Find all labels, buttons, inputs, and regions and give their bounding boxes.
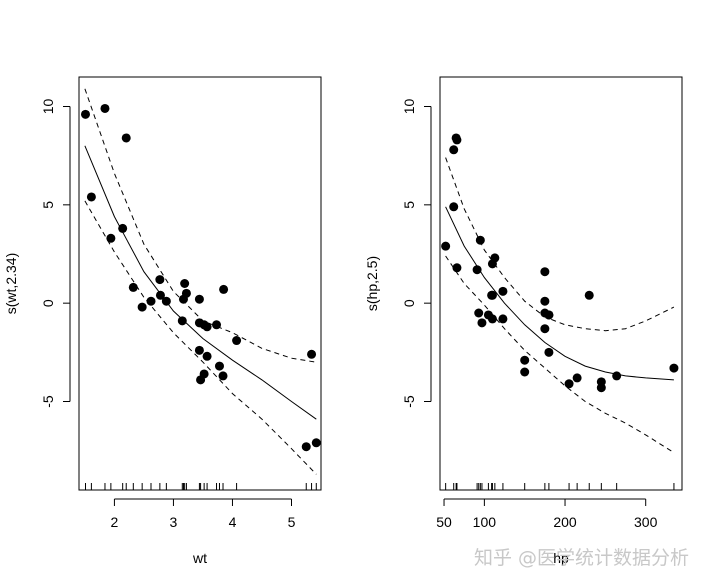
data-point	[544, 347, 554, 357]
data-point	[80, 109, 90, 119]
data-points	[80, 103, 321, 452]
y-tick-label: 0	[401, 299, 417, 307]
data-point	[118, 223, 128, 233]
y-axis-label: s(hp,2.5)	[364, 256, 380, 311]
y-tick-label: 5	[40, 201, 56, 209]
y-tick-label: -5	[401, 395, 417, 408]
data-point	[612, 371, 622, 381]
data-point	[219, 284, 229, 294]
data-point	[540, 296, 550, 306]
data-points	[441, 133, 679, 393]
data-point	[311, 438, 321, 448]
data-point	[86, 192, 96, 202]
data-point	[146, 296, 156, 306]
y-axis-label: s(wt,2.34)	[3, 253, 19, 314]
x-axis: 2 3 4 5	[111, 498, 296, 530]
watermark: 知乎 @医学统计数据分析	[474, 547, 690, 569]
data-point	[194, 345, 204, 355]
data-point	[520, 367, 530, 377]
x-tick-label: 4	[229, 514, 237, 530]
data-point	[155, 275, 165, 285]
data-point	[487, 290, 497, 300]
x-tick-label: 50	[436, 514, 452, 530]
data-point	[106, 233, 116, 243]
data-point	[452, 135, 462, 145]
data-point	[520, 355, 530, 365]
data-point	[161, 296, 171, 306]
x-axis-label: hp	[553, 550, 569, 566]
data-point	[307, 349, 317, 359]
y-tick-label: 10	[40, 99, 56, 115]
rug	[445, 483, 675, 490]
rug	[84, 483, 317, 490]
data-point	[584, 290, 594, 300]
data-point	[487, 314, 497, 324]
x-axis-label: wt	[192, 550, 207, 566]
data-point	[564, 379, 574, 389]
x-tick-label: 3	[170, 514, 178, 530]
data-point	[194, 294, 204, 304]
data-point	[669, 363, 679, 373]
data-point	[212, 320, 222, 330]
data-point	[475, 235, 485, 245]
data-point	[128, 282, 138, 292]
lower-band-line	[84, 200, 317, 475]
y-tick-label: 0	[40, 299, 56, 307]
plot-frame	[439, 76, 683, 491]
data-point	[572, 373, 582, 383]
data-point	[199, 369, 209, 379]
y-tick-label: 5	[401, 201, 417, 209]
smooth-fit-line	[84, 145, 317, 420]
data-point	[202, 322, 212, 332]
data-point	[596, 377, 606, 387]
smooth-fit-line	[445, 206, 674, 381]
data-point	[121, 133, 131, 143]
y-tick-label: -5	[40, 395, 56, 408]
y-axis: -5 0 5 10	[40, 99, 71, 408]
data-point	[449, 145, 459, 155]
data-point	[155, 290, 165, 300]
data-point	[232, 336, 242, 346]
data-point	[301, 442, 311, 452]
panel-2: 50 100 200 300 hp -5 0 5 10 s(hp,2.5)	[364, 76, 683, 566]
data-point	[452, 263, 462, 273]
data-point	[477, 318, 487, 328]
x-tick-label: 100	[473, 514, 497, 530]
data-point	[441, 241, 451, 251]
data-point	[544, 310, 554, 320]
data-point	[218, 371, 228, 381]
panel-1: 2 3 4 5 wt -5 0 5 10 s(wt,2.34)	[3, 76, 322, 566]
x-tick-label: 300	[634, 514, 658, 530]
x-tick-label: 200	[553, 514, 577, 530]
data-point	[202, 351, 212, 361]
data-point	[540, 267, 550, 277]
x-tick-label: 2	[111, 514, 119, 530]
x-axis: 50 100 200 300	[436, 498, 658, 530]
data-point	[137, 302, 147, 312]
data-point	[490, 253, 500, 263]
data-point	[472, 265, 482, 275]
data-point	[498, 286, 508, 296]
data-point	[181, 288, 191, 298]
data-point	[177, 316, 187, 326]
lower-band-line	[445, 255, 675, 454]
data-point	[474, 308, 484, 318]
x-tick-label: 5	[288, 514, 296, 530]
data-point	[540, 324, 550, 334]
y-axis: -5 0 5 10	[401, 99, 432, 408]
y-tick-label: 10	[401, 99, 417, 115]
data-point	[449, 202, 459, 212]
data-point	[100, 103, 110, 113]
data-point	[180, 279, 190, 288]
plot-frame	[78, 76, 322, 491]
data-point	[214, 361, 224, 371]
data-point	[498, 314, 508, 324]
